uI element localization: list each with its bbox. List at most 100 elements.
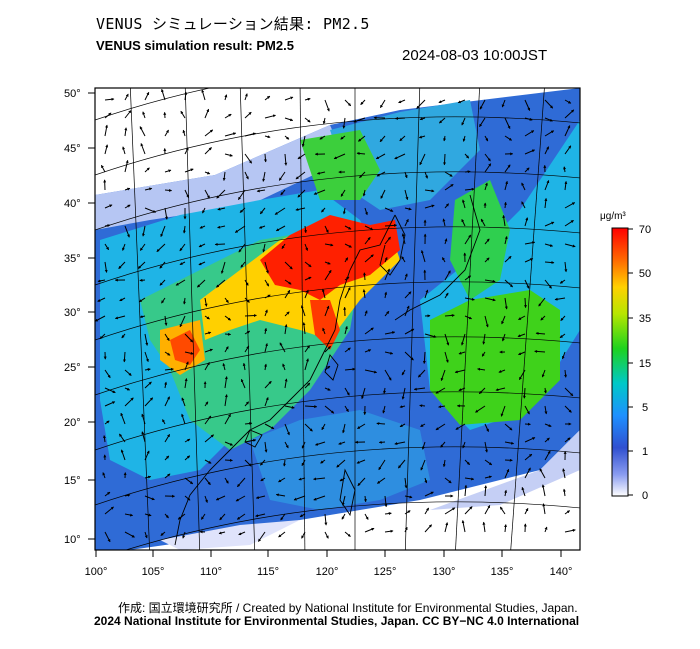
wind-arrow bbox=[162, 419, 166, 425]
wind-arrow bbox=[204, 189, 210, 199]
wind-arrow bbox=[300, 305, 306, 317]
wind-arrow bbox=[435, 387, 446, 394]
wind-arrow bbox=[304, 97, 311, 101]
wind-arrow bbox=[138, 297, 146, 303]
wind-arrow bbox=[424, 333, 437, 338]
wind-arrow bbox=[504, 441, 515, 445]
wind-arrow bbox=[224, 315, 232, 321]
wind-arrow bbox=[478, 387, 486, 394]
wind-arrow bbox=[399, 405, 406, 409]
lat-label: 15° bbox=[64, 475, 81, 487]
peak-zone bbox=[170, 330, 200, 365]
wind-arrow bbox=[224, 413, 231, 425]
wind-arrow bbox=[204, 459, 212, 464]
wind-arrow bbox=[484, 315, 489, 328]
meridian-line bbox=[455, 88, 480, 550]
wind-arrow bbox=[356, 151, 366, 155]
wind-arrow bbox=[201, 89, 206, 101]
wind-arrow bbox=[399, 135, 406, 142]
wind-arrow bbox=[564, 261, 568, 273]
wind-arrow bbox=[324, 405, 335, 414]
wind-arrow bbox=[264, 114, 276, 119]
wind-arrow bbox=[100, 164, 106, 173]
wind-arrow bbox=[204, 361, 210, 371]
wind-arrow bbox=[104, 401, 116, 407]
wind-arrow bbox=[395, 116, 406, 120]
wind-arrow bbox=[398, 459, 406, 469]
wind-arrow bbox=[235, 495, 246, 502]
wind-arrow bbox=[495, 387, 506, 392]
wind-arrow bbox=[564, 369, 568, 378]
colorbar-tick: 35 bbox=[639, 313, 651, 325]
wind-arrow bbox=[321, 423, 326, 431]
wind-arrow bbox=[104, 387, 116, 394]
wind-arrow bbox=[278, 171, 286, 181]
parallel-line bbox=[95, 226, 580, 286]
wind-arrow bbox=[139, 278, 146, 282]
wind-arrow bbox=[344, 287, 351, 299]
concentration-field bbox=[95, 88, 580, 550]
wind-arrow bbox=[260, 459, 266, 466]
wind-arrow bbox=[364, 369, 378, 374]
wind-arrow bbox=[182, 531, 186, 539]
wind-arrow bbox=[164, 188, 173, 192]
wind-arrow bbox=[424, 204, 435, 209]
wind-arrow bbox=[224, 132, 237, 137]
wind-arrow bbox=[404, 526, 408, 533]
wind-arrow bbox=[284, 405, 295, 409]
wind-arrow bbox=[301, 441, 306, 449]
wind-arrow bbox=[524, 258, 534, 263]
wind-arrow bbox=[264, 309, 268, 317]
wind-arrow bbox=[461, 520, 466, 533]
meridian-line bbox=[184, 88, 201, 550]
wind-arrow bbox=[144, 397, 154, 407]
wind-arrow bbox=[97, 297, 106, 302]
wind-arrow bbox=[184, 378, 188, 389]
wind-arrow bbox=[144, 167, 150, 173]
lat-label: 10° bbox=[64, 534, 81, 546]
green-zone bbox=[300, 130, 380, 200]
wind-arrow bbox=[161, 297, 166, 304]
wind-arrow bbox=[541, 484, 546, 497]
lon-label: 115° bbox=[257, 566, 279, 578]
wind-arrow bbox=[284, 324, 288, 335]
lat-label: 35° bbox=[64, 253, 81, 265]
wind-arrow bbox=[293, 495, 306, 501]
wind-arrow bbox=[484, 163, 492, 173]
wind-arrow bbox=[384, 223, 398, 227]
wind-arrow bbox=[184, 438, 191, 443]
wind-arrow bbox=[443, 153, 447, 166]
wind-arrow bbox=[504, 423, 513, 431]
wind-arrow bbox=[284, 441, 289, 449]
wind-arrow bbox=[324, 243, 334, 247]
wind-arrow bbox=[304, 117, 311, 123]
wind-arrow bbox=[364, 513, 369, 520]
colorbar: 70 50 35 15 5 1 0 bbox=[611, 224, 651, 502]
wind-arrow bbox=[144, 333, 149, 346]
wind-arrow bbox=[202, 207, 206, 214]
wind-arrow bbox=[420, 459, 426, 471]
wind-arrow bbox=[144, 368, 151, 371]
wind-arrow bbox=[518, 351, 526, 356]
wind-arrow bbox=[521, 201, 526, 209]
wind-arrow bbox=[524, 405, 530, 415]
wind-arrow bbox=[140, 143, 146, 155]
wind-arrow bbox=[104, 112, 112, 119]
wind-arrow bbox=[177, 513, 186, 520]
wind-arrow bbox=[97, 279, 106, 283]
wind-arrow bbox=[244, 438, 257, 443]
wind-arrow bbox=[564, 510, 571, 515]
wind-arrow bbox=[264, 423, 275, 430]
wind-arrow bbox=[504, 236, 508, 245]
wind-arrow bbox=[304, 405, 318, 409]
wind-arrow bbox=[464, 297, 475, 301]
wind-arrow bbox=[422, 351, 426, 364]
wind-arrow bbox=[104, 204, 113, 209]
meridian-line bbox=[239, 88, 256, 550]
credit-line: 作成: 国立環境研究所 / Created by National Instit… bbox=[118, 601, 578, 615]
wind-arrow bbox=[122, 351, 126, 363]
wind-arrow bbox=[179, 315, 186, 328]
wind-arrow bbox=[264, 279, 270, 287]
wind-arrow bbox=[420, 423, 426, 428]
wind-arrow bbox=[264, 380, 272, 389]
